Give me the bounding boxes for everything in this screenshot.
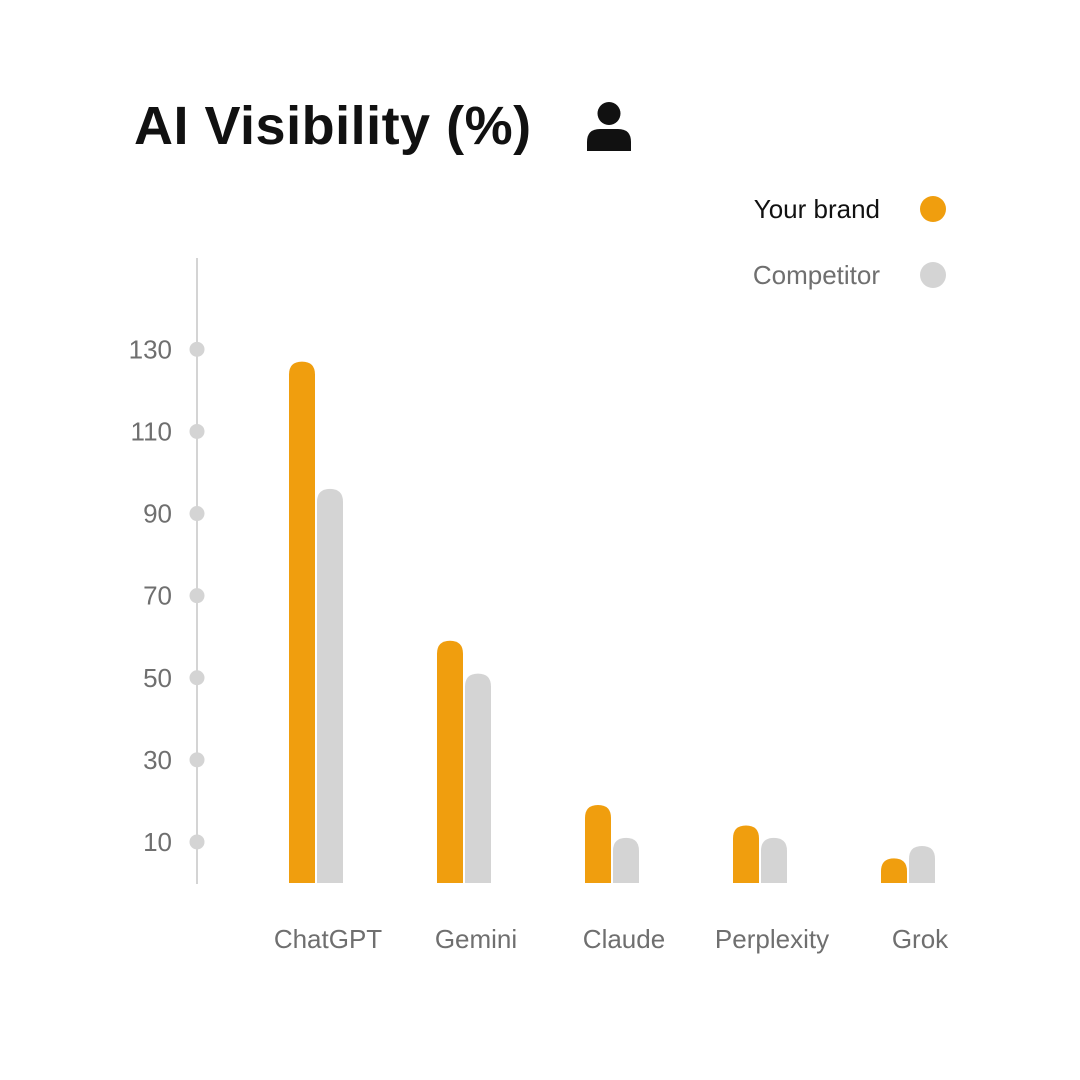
y-tick-dot bbox=[189, 506, 205, 522]
user-icon bbox=[587, 102, 631, 151]
bar-your-brand-chatgpt bbox=[289, 361, 315, 883]
x-tick-label: Grok bbox=[892, 924, 949, 954]
y-tick-label: 10 bbox=[143, 827, 172, 857]
y-tick-label: 130 bbox=[129, 334, 172, 364]
y-tick-label: 70 bbox=[143, 581, 172, 611]
legend-item-your-brand: Your brand bbox=[754, 192, 946, 226]
y-tick-dot bbox=[189, 834, 205, 850]
legend-item-competitor: Competitor bbox=[753, 258, 946, 292]
x-tick-label: Perplexity bbox=[715, 924, 829, 954]
y-tick-label: 110 bbox=[131, 416, 172, 446]
legend-swatch-competitor bbox=[920, 262, 946, 288]
bar-your-brand-grok bbox=[881, 858, 907, 883]
y-tick-label: 50 bbox=[143, 663, 172, 693]
x-tick-label: ChatGPT bbox=[274, 924, 382, 954]
bar-your-brand-gemini bbox=[437, 640, 463, 883]
y-tick-dot bbox=[189, 588, 205, 604]
bar-your-brand-perplexity bbox=[733, 825, 759, 883]
legend-label-your-brand: Your brand bbox=[753, 194, 880, 224]
y-tick-label: 90 bbox=[143, 499, 172, 529]
y-tick-dot bbox=[189, 670, 205, 686]
y-tick-dot bbox=[189, 341, 205, 357]
bar-competitor-chatgpt bbox=[317, 488, 343, 883]
x-tick-label: Claude bbox=[583, 924, 665, 954]
bar-your-brand-claude bbox=[585, 805, 611, 883]
chart-title: AI Visibility (%) bbox=[134, 96, 532, 156]
y-tick-dot bbox=[189, 423, 205, 439]
bar-competitor-grok bbox=[909, 846, 935, 883]
y-tick-label: 30 bbox=[143, 745, 172, 775]
bar-competitor-gemini bbox=[465, 673, 491, 883]
x-tick-label: Gemini bbox=[435, 924, 517, 954]
bar-competitor-perplexity bbox=[761, 837, 787, 883]
legend-swatch-your-brand bbox=[920, 196, 946, 222]
y-tick-dot bbox=[189, 752, 205, 768]
legend-label-competitor: Competitor bbox=[752, 260, 880, 290]
bar-competitor-claude bbox=[613, 837, 639, 883]
